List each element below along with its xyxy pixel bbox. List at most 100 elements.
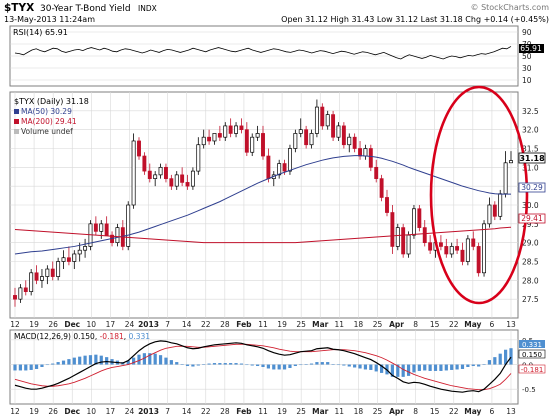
macd-hist-bar bbox=[417, 364, 421, 371]
x-tick-label-bottom: 8 bbox=[413, 407, 418, 416]
macd-hist-bar bbox=[72, 357, 76, 365]
macd-hist-bar bbox=[202, 364, 206, 365]
candle bbox=[455, 246, 460, 251]
candle bbox=[72, 253, 77, 262]
x-tick-label: Apr bbox=[389, 320, 404, 329]
price-tick-label: 32.5 bbox=[522, 107, 539, 116]
legend-price: $TYX (Daily) 31.18 bbox=[14, 97, 89, 106]
macd-hist-bar bbox=[132, 357, 136, 365]
macd-hist-bar bbox=[482, 364, 486, 365]
macd-legend: MACD(12,26,9) 0.150, -0.181, 0.331 bbox=[14, 332, 150, 341]
x-tick-label-bottom: 24 bbox=[125, 407, 135, 416]
candle bbox=[18, 287, 23, 300]
candle bbox=[34, 272, 39, 281]
macd-hist-bar bbox=[158, 355, 163, 365]
x-tick-label: 8 bbox=[413, 320, 418, 329]
candle bbox=[460, 249, 465, 262]
rsi-tick-label: 10 bbox=[522, 76, 532, 85]
macd-hist-bar bbox=[342, 364, 346, 366]
copyright: © StockCharts.com bbox=[471, 3, 550, 12]
macd-panel: 0.50.0-0.5 MACD(12,26,9) 0.150, -0.181, … bbox=[9, 329, 546, 405]
x-tick-label-bottom: Dec bbox=[64, 407, 80, 416]
price-tick-label: 31.0 bbox=[522, 163, 539, 172]
rsi-panel: 1030507090 RSI(14) 65.91 65.91 bbox=[9, 25, 544, 87]
legend-ma50-swatch bbox=[14, 109, 19, 114]
macd-hist-bar bbox=[509, 348, 513, 365]
x-tick-label-bottom: 11 bbox=[335, 407, 345, 416]
candle bbox=[266, 155, 271, 179]
legend-ma200-swatch bbox=[14, 119, 19, 124]
candle bbox=[465, 238, 470, 262]
candle bbox=[336, 125, 341, 138]
macd-hist-bar bbox=[196, 364, 200, 366]
x-tick-label: 25 bbox=[296, 320, 306, 329]
candle bbox=[104, 223, 109, 236]
macd-hist-bar bbox=[88, 355, 93, 365]
candle bbox=[438, 242, 443, 247]
candle bbox=[50, 268, 55, 277]
macd-hist-bar bbox=[18, 364, 22, 371]
macd-hist-bar bbox=[455, 364, 459, 370]
rsi-grid bbox=[10, 31, 518, 81]
x-tick-label-bottom: 17 bbox=[106, 407, 116, 416]
rsi-tick-label: 30 bbox=[522, 64, 532, 73]
macd-hist-bar bbox=[293, 364, 297, 367]
candle bbox=[331, 114, 336, 138]
x-tick-label: 11 bbox=[335, 320, 345, 329]
candle bbox=[56, 261, 61, 277]
x-axis-labels: 12 19 26 Dec 10 17 24 2013 7 14 22 28 Feb 11 19 25 Mar 11… bbox=[10, 320, 516, 329]
x-tick-label-bottom: 18 bbox=[354, 407, 364, 416]
macd-hist-bar bbox=[309, 363, 314, 365]
macd-hist-bar bbox=[347, 364, 351, 367]
candle bbox=[83, 246, 88, 251]
x-tick-label-bottom: 7 bbox=[165, 407, 170, 416]
macd-hist-bar bbox=[272, 364, 276, 370]
candle bbox=[115, 227, 120, 244]
macd-legend-macd: MACD(12,26,9) 0.150, bbox=[14, 332, 100, 341]
macd-hist-bar bbox=[13, 364, 17, 371]
macd-hist-bar bbox=[67, 359, 71, 365]
macd-tick-label: -0.5 bbox=[522, 386, 536, 394]
x-tick-label: 2013 bbox=[138, 320, 159, 329]
candle bbox=[395, 227, 400, 247]
candle bbox=[492, 204, 497, 217]
quote-summary: Open 31.12 High 31.43 Low 31.12 Last 31.… bbox=[281, 15, 549, 24]
macd-hist-value: 0.331 bbox=[522, 341, 542, 349]
macd-value: 0.150 bbox=[522, 351, 542, 359]
macd-hist-bar bbox=[320, 362, 324, 365]
candle bbox=[314, 106, 319, 134]
x-tick-label-bottom: 26 bbox=[48, 407, 58, 416]
candle bbox=[428, 242, 433, 251]
candle bbox=[234, 125, 238, 134]
x-tick-label: 28 bbox=[220, 320, 230, 329]
candle bbox=[293, 133, 298, 149]
candle bbox=[212, 133, 217, 142]
macd-hist-bar bbox=[277, 364, 281, 370]
x-tick-label: 26 bbox=[48, 320, 58, 329]
rsi-line bbox=[14, 46, 512, 60]
x-tick-label: 17 bbox=[106, 320, 116, 329]
candle bbox=[185, 182, 190, 187]
candle bbox=[217, 133, 222, 138]
candle bbox=[174, 174, 179, 187]
candle bbox=[422, 227, 427, 244]
candle bbox=[147, 170, 152, 179]
candle bbox=[277, 163, 282, 176]
candle bbox=[244, 129, 249, 153]
x-tick-label-bottom: 19 bbox=[277, 407, 287, 416]
rsi-axis: 1030507090 bbox=[522, 28, 532, 85]
x-tick-label: Dec bbox=[64, 320, 80, 329]
candle bbox=[153, 174, 158, 179]
candle bbox=[13, 295, 17, 300]
candle bbox=[374, 166, 379, 179]
x-tick-label-bottom: 10 bbox=[87, 407, 97, 416]
x-tick-label-bottom: 2013 bbox=[138, 407, 159, 416]
x-tick-label: 19 bbox=[29, 320, 39, 329]
candle bbox=[126, 204, 131, 247]
macd-hist-bar bbox=[229, 363, 233, 365]
date-stamp: 13-May-2013 11:24am bbox=[4, 15, 95, 24]
macd-hist-bar bbox=[331, 364, 335, 365]
x-tick-label-bottom: 25 bbox=[296, 407, 306, 416]
macd-hist-bar bbox=[218, 363, 222, 365]
macd-hist-bar bbox=[363, 364, 368, 370]
